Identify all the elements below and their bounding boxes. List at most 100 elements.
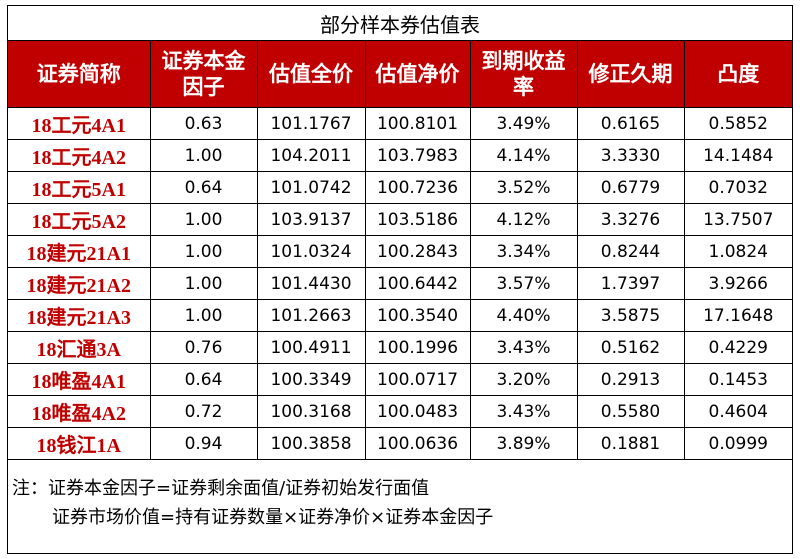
cell: 0.5580 (576, 395, 685, 428)
bond-name: 18建元21A2 (8, 267, 151, 300)
cell: 0.8244 (576, 235, 685, 268)
cell: 1.00 (149, 267, 258, 300)
data-row: 18工元5A1 0.64 101.0742 100.7236 3.52% 0.6779 0.… (8, 171, 792, 204)
bond-name: 18建元21A1 (8, 235, 151, 268)
column-header: 估值全价 (256, 40, 366, 108)
cell: 0.4229 (683, 331, 792, 364)
table-title: 部分样本券估值表 (8, 6, 792, 41)
cell: 0.5852 (683, 107, 792, 140)
bond-name: 18建元21A3 (8, 299, 151, 332)
cell: 100.0483 (364, 395, 471, 428)
cell: 0.72 (149, 395, 258, 428)
cell: 104.2011 (256, 139, 366, 172)
cell: 100.8101 (364, 107, 471, 140)
cell: 0.6779 (576, 171, 685, 204)
cell: 101.1767 (256, 107, 366, 140)
data-row: 18建元21A2 1.00 101.4430 100.6442 3.57% 1.7397 3… (8, 267, 792, 300)
cell: 3.43% (469, 331, 578, 364)
cell: 14.1484 (683, 139, 792, 172)
cell: 100.3349 (256, 363, 366, 396)
header-row: 证券简称 证券本金因子 估值全价 估值净价 到期收益率 修正久期 凸度 (8, 40, 792, 108)
cell: 3.49% (469, 107, 578, 140)
cell: 0.4604 (683, 395, 792, 428)
cell: 1.00 (149, 203, 258, 236)
cell: 3.89% (469, 427, 578, 460)
cell: 100.2843 (364, 235, 471, 268)
cell: 0.63 (149, 107, 258, 140)
cell: 3.3330 (576, 139, 685, 172)
column-header: 到期收益率 (469, 40, 578, 108)
column-header: 凸度 (683, 40, 792, 108)
cell: 100.4911 (256, 331, 366, 364)
cell: 0.94 (149, 427, 258, 460)
data-row: 18建元21A3 1.00 101.2663 100.3540 4.40% 3.5875 1… (8, 299, 792, 332)
cell: 3.57% (469, 267, 578, 300)
data-row: 18建元21A1 1.00 101.0324 100.2843 3.34% 0.8244 1… (8, 235, 792, 268)
cell: 0.1453 (683, 363, 792, 396)
cell: 103.9137 (256, 203, 366, 236)
cell: 100.0717 (364, 363, 471, 396)
cell: 101.4430 (256, 267, 366, 300)
cell: 0.2913 (576, 363, 685, 396)
note-line: 注：证券本金因子=证券剩余面值/证券初始发行面值 (12, 478, 430, 499)
cell: 1.0824 (683, 235, 792, 268)
cell: 101.0324 (256, 235, 366, 268)
bond-name: 18唯盈4A2 (8, 395, 151, 428)
cell: 103.7983 (364, 139, 471, 172)
cell: 1.00 (149, 299, 258, 332)
data-row: 18唯盈4A1 0.64 100.3349 100.0717 3.20% 0.2913 0.… (8, 363, 792, 396)
cell: 3.3276 (576, 203, 685, 236)
cell: 0.1881 (576, 427, 685, 460)
cell: 0.64 (149, 363, 258, 396)
cell: 4.14% (469, 139, 578, 172)
cell: 1.00 (149, 235, 258, 268)
cell: 1.7397 (576, 267, 685, 300)
cell: 101.2663 (256, 299, 366, 332)
bond-name: 18工元4A2 (8, 139, 151, 172)
bond-name: 18钱江1A (8, 427, 151, 460)
data-row: 18钱江1A 0.94 100.3858 100.0636 3.89% 0.1881 0.0… (8, 427, 792, 460)
bond-name: 18工元5A1 (8, 171, 151, 204)
cell: 0.76 (149, 331, 258, 364)
cell: 3.52% (469, 171, 578, 204)
cell: 0.64 (149, 171, 258, 204)
data-row: 18工元5A2 1.00 103.9137 103.5186 4.12% 3.3276 13… (8, 203, 792, 236)
note-line: 证券市场价值=持有证券数量×证券净价×证券本金因子 (52, 507, 494, 528)
bond-name: 18汇通3A (8, 331, 151, 364)
cell: 0.6165 (576, 107, 685, 140)
cell: 0.7032 (683, 171, 792, 204)
cell: 100.3858 (256, 427, 366, 460)
cell: 3.43% (469, 395, 578, 428)
bond-name: 18工元4A1 (8, 107, 151, 140)
cell: 3.9266 (683, 267, 792, 300)
cell: 1.00 (149, 139, 258, 172)
data-row: 18工元4A1 0.63 101.1767 100.8101 3.49% 0.6165 0.… (8, 107, 792, 140)
column-header: 估值净价 (364, 40, 471, 108)
cell: 3.34% (469, 235, 578, 268)
notes: 注：证券本金因子=证券剩余面值/证券初始发行面值证券市场价值=持有证券数量×证券… (8, 460, 792, 532)
cell: 4.40% (469, 299, 578, 332)
cell: 103.5186 (364, 203, 471, 236)
data-row: 18汇通3A 0.76 100.4911 100.1996 3.43% 0.5162 0.4… (8, 331, 792, 364)
cell: 17.1648 (683, 299, 792, 332)
column-header: 证券简称 (8, 40, 151, 108)
table-panel: 部分样本券估值表 证券简称 证券本金因子 估值全价 估值净价 到期收益率 修正久期 凸度 18工… (7, 5, 793, 554)
cell: 0.5162 (576, 331, 685, 364)
cell: 0.0999 (683, 427, 792, 460)
valuation-table: 部分样本券估值表 证券简称 证券本金因子 估值全价 估值净价 到期收益率 修正久期 凸度 18工… (8, 6, 792, 460)
title-row: 部分样本券估值表 (8, 6, 792, 41)
cell: 100.0636 (364, 427, 471, 460)
cell: 100.3168 (256, 395, 366, 428)
cell: 100.3540 (364, 299, 471, 332)
cell: 100.1996 (364, 331, 471, 364)
bond-name: 18唯盈4A1 (8, 363, 151, 396)
cell: 3.20% (469, 363, 578, 396)
column-header: 证券本金因子 (149, 40, 258, 108)
cell: 13.7507 (683, 203, 792, 236)
cell: 100.7236 (364, 171, 471, 204)
data-row: 18唯盈4A2 0.72 100.3168 100.0483 3.43% 0.5580 0.… (8, 395, 792, 428)
cell: 101.0742 (256, 171, 366, 204)
bond-name: 18工元5A2 (8, 203, 151, 236)
data-row: 18工元4A2 1.00 104.2011 103.7983 4.14% 3.3330 14… (8, 139, 792, 172)
